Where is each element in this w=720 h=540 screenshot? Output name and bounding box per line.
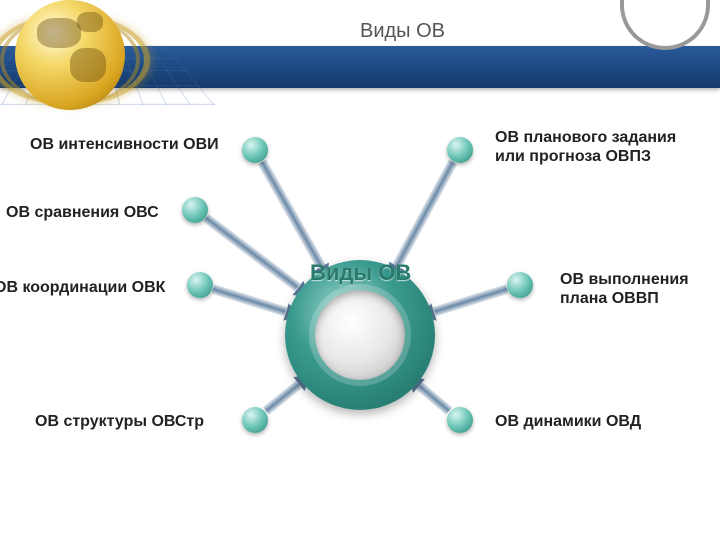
label-ovi: ОВ интенсивности ОВИ xyxy=(30,135,219,154)
label-ovvp: ОВ выполнения плана ОВВП xyxy=(560,270,689,308)
arrow-line-ovpz xyxy=(393,160,458,269)
label-ovk: ОВ координации ОВК xyxy=(0,278,165,297)
label-ovstr: ОВ структуры ОВСтр xyxy=(35,412,204,431)
arrow-line-ovk xyxy=(212,284,287,316)
node-ovstr xyxy=(242,407,268,433)
node-ovvp xyxy=(507,272,533,298)
node-ovs xyxy=(182,197,208,223)
node-ovpz xyxy=(447,137,473,163)
arrow-line-ovvp xyxy=(433,284,508,316)
page-title: Виды ОВ xyxy=(360,20,445,43)
label-ovd: ОВ динамики ОВД xyxy=(495,412,641,431)
radial-diagram: Виды ОВ ОВ интенсивности ОВИ ОВ планового… xyxy=(0,90,720,540)
logo-text: LOGO xyxy=(639,18,696,39)
node-ovi xyxy=(242,137,268,163)
arrow-line-ovi xyxy=(258,160,326,270)
hub-label: Виды ОВ xyxy=(310,260,411,286)
label-ovpz: ОВ планового задания или прогноза ОВПЗ xyxy=(495,128,676,166)
node-ovd xyxy=(447,407,473,433)
hub-ring-inner xyxy=(315,290,405,380)
node-ovk xyxy=(187,272,213,298)
label-ovs: ОВ сравнения ОВС xyxy=(6,203,159,222)
